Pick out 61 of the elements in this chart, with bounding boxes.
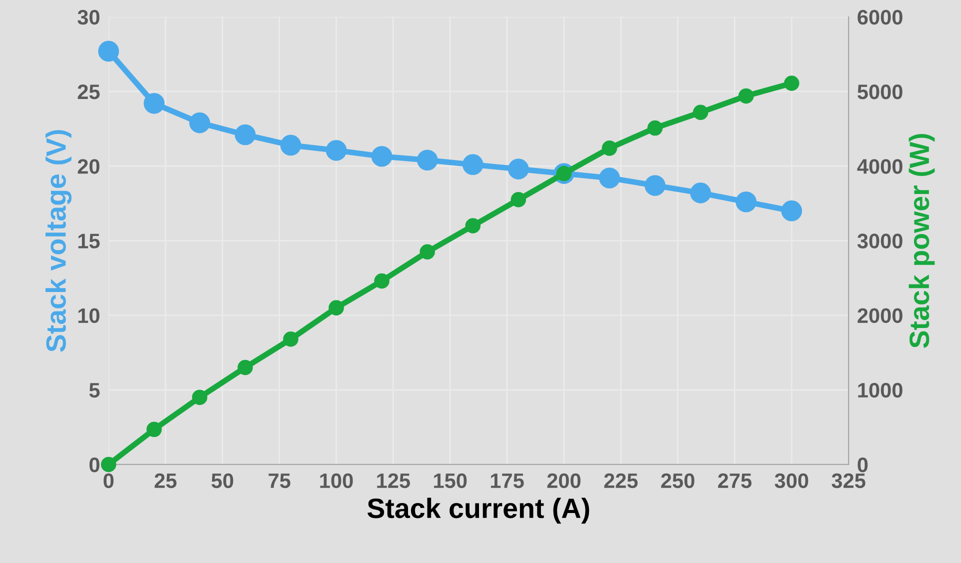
point bbox=[420, 244, 435, 260]
point bbox=[100, 456, 116, 472]
point bbox=[328, 300, 344, 316]
point bbox=[736, 191, 757, 212]
y-tick-label: 15 bbox=[78, 234, 100, 248]
point bbox=[146, 422, 162, 438]
x-tick-label: 0 bbox=[104, 473, 114, 488]
point bbox=[416, 150, 438, 171]
y2-tick-label: 5000 bbox=[858, 84, 902, 100]
point bbox=[144, 93, 165, 114]
y2-tick-label: 0 bbox=[858, 457, 868, 472]
y2-tick-label: 4000 bbox=[857, 159, 902, 174]
point bbox=[738, 88, 754, 104]
y-tick-label: 30 bbox=[78, 10, 100, 25]
x-tick-label: 175 bbox=[490, 474, 524, 488]
x-tick-label: 50 bbox=[211, 473, 234, 488]
point bbox=[781, 200, 802, 222]
point bbox=[280, 134, 302, 156]
y-axis-title: Stack voltage (V) bbox=[46, 130, 72, 352]
x-tick-label: 325 bbox=[832, 473, 866, 488]
x-axis-title: Stack current (A) bbox=[367, 498, 590, 524]
point bbox=[98, 40, 120, 62]
point bbox=[644, 175, 666, 196]
y2-tick-label: 6000 bbox=[858, 10, 902, 25]
point bbox=[462, 154, 484, 176]
point bbox=[647, 120, 663, 136]
x-tick-label: 225 bbox=[604, 473, 638, 488]
x-tick-label: 275 bbox=[718, 473, 752, 488]
y2-tick-label: 2000 bbox=[858, 308, 902, 324]
x-tick-label: 100 bbox=[320, 473, 353, 488]
y2-tick-label: 1000 bbox=[858, 382, 902, 398]
y-tick-label: 20 bbox=[78, 159, 100, 174]
point bbox=[508, 158, 529, 180]
point bbox=[326, 140, 347, 161]
point bbox=[510, 192, 526, 208]
x-tick-label: 75 bbox=[268, 474, 290, 488]
point bbox=[690, 182, 711, 204]
point bbox=[234, 124, 256, 146]
point bbox=[238, 360, 253, 376]
point bbox=[599, 168, 620, 188]
point bbox=[374, 273, 390, 289]
point bbox=[784, 76, 800, 91]
x-tick-label: 150 bbox=[434, 473, 467, 488]
y-tick-label: 0 bbox=[90, 457, 100, 472]
point bbox=[189, 112, 210, 134]
x-tick-label: 125 bbox=[377, 473, 410, 488]
x-tick-label: 200 bbox=[547, 473, 580, 488]
point bbox=[283, 332, 298, 347]
point bbox=[602, 140, 618, 156]
y-tick-label: 10 bbox=[78, 308, 100, 324]
x-tick-label: 25 bbox=[154, 473, 177, 488]
y-tick-label: 25 bbox=[78, 84, 100, 100]
point bbox=[465, 218, 481, 234]
y2-axis-title: Stack power (W) bbox=[908, 134, 935, 348]
x-tick-label: 250 bbox=[661, 473, 694, 488]
point bbox=[692, 104, 708, 120]
y2-tick-label: 3000 bbox=[857, 234, 902, 248]
x-tick-label: 300 bbox=[774, 473, 808, 488]
point bbox=[371, 146, 392, 167]
point bbox=[192, 390, 208, 405]
y-tick-label: 5 bbox=[89, 383, 100, 398]
